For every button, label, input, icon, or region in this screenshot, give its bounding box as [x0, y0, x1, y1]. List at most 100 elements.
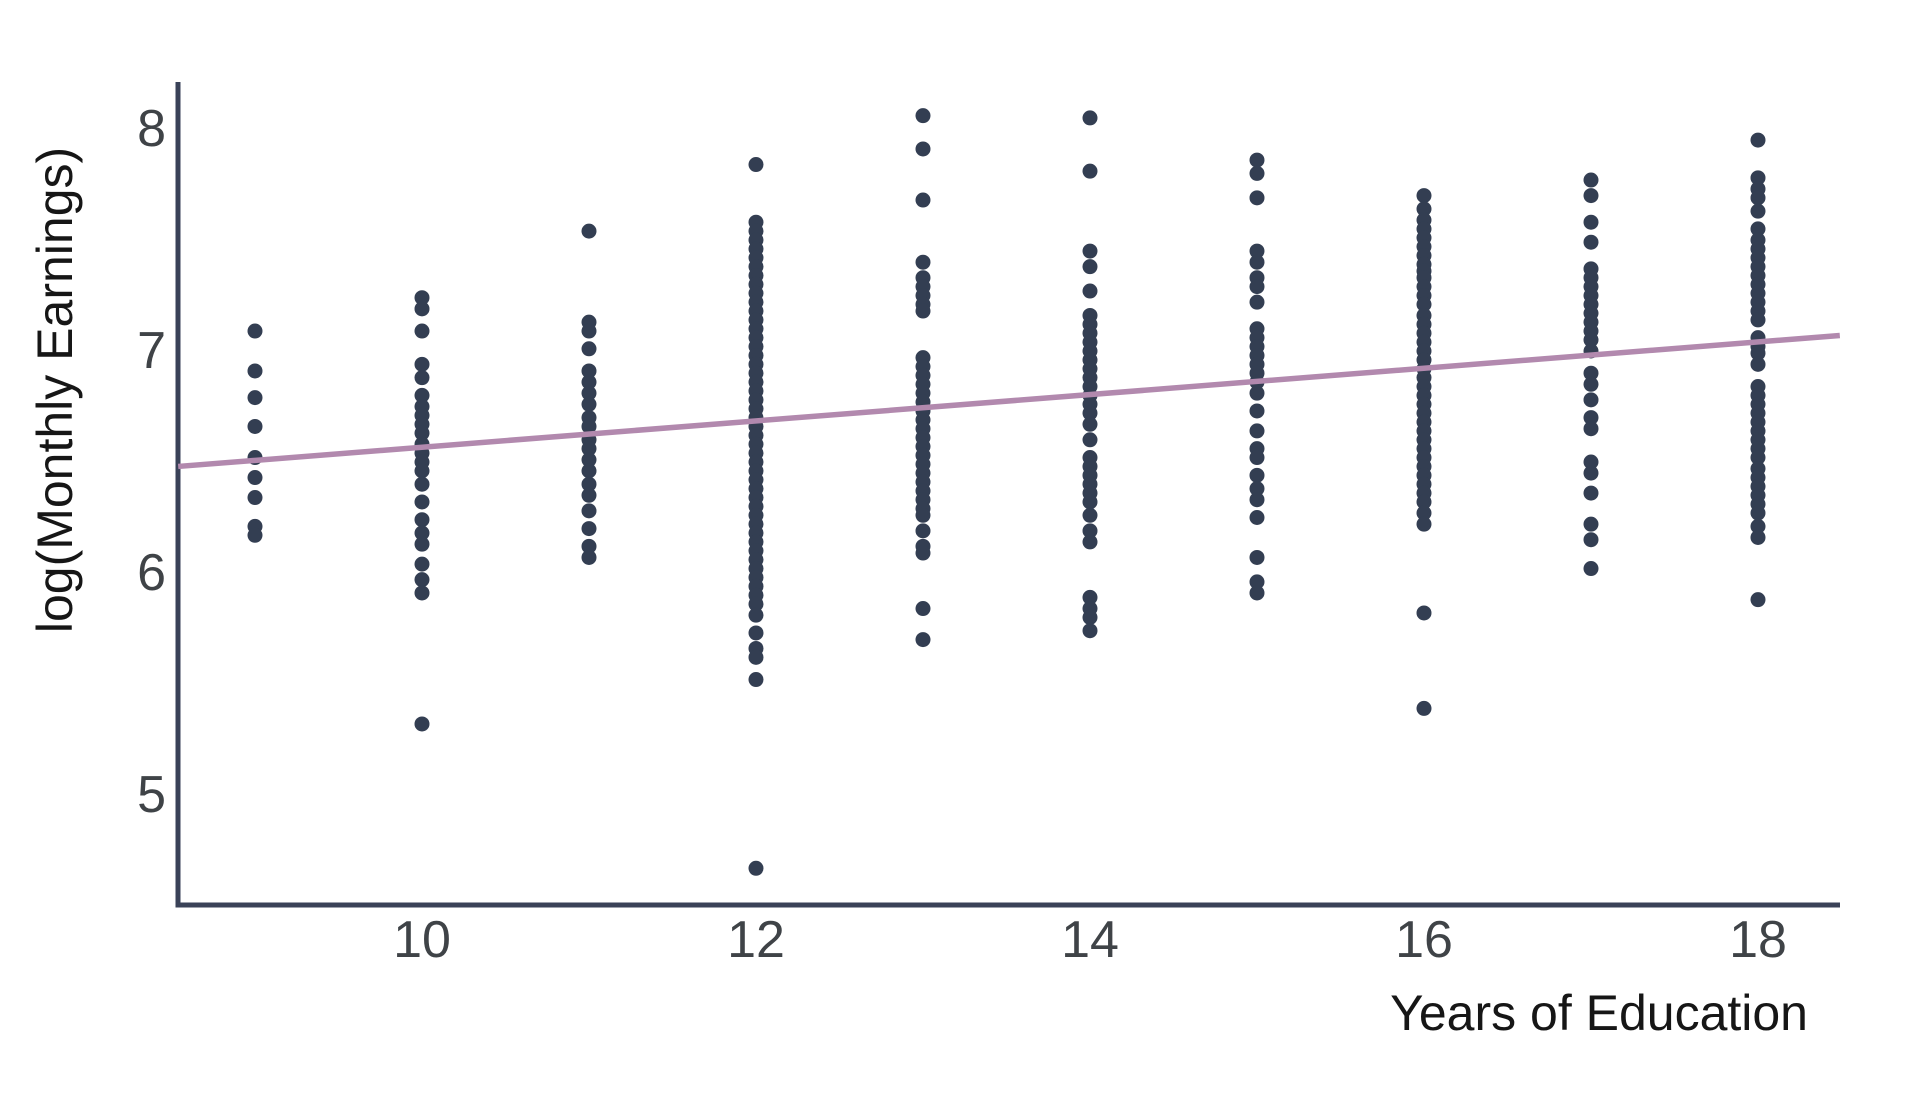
data-point: [1082, 283, 1098, 299]
data-point: [1416, 296, 1432, 312]
data-point: [414, 716, 430, 732]
data-point: [915, 254, 931, 270]
data-point: [748, 672, 764, 688]
data-point: [1416, 505, 1432, 521]
data-point: [1583, 465, 1599, 481]
y-tick-label-7: 7: [137, 322, 166, 380]
data-point: [414, 494, 430, 510]
data-point: [1750, 170, 1766, 186]
data-point: [915, 192, 931, 208]
data-point: [1082, 110, 1098, 126]
data-point: [247, 490, 263, 506]
regression-line: [177, 332, 1841, 470]
data-point: [414, 585, 430, 601]
data-point: [581, 463, 597, 479]
data-point: [247, 418, 263, 434]
data-point: [1583, 485, 1599, 501]
data-point: [414, 525, 430, 541]
y-axis-tick-labels: 5 6 7 8: [137, 100, 166, 824]
data-point: [1583, 172, 1599, 188]
data-point: [581, 476, 597, 492]
data-point: [748, 649, 764, 665]
data-point: [748, 625, 764, 641]
data-point: [1583, 421, 1599, 437]
data-point: [414, 323, 430, 339]
data-point: [1750, 505, 1766, 521]
data-point: [414, 387, 430, 403]
data-point: [581, 452, 597, 468]
data-point: [1249, 450, 1265, 466]
data-point: [247, 527, 263, 543]
data-point: [1082, 589, 1098, 605]
data-point: [1750, 518, 1766, 534]
y-tick-label-5: 5: [137, 766, 166, 824]
data-point: [581, 503, 597, 519]
data-point: [247, 470, 263, 486]
data-point: [581, 441, 597, 457]
data-point: [414, 290, 430, 306]
data-point: [581, 374, 597, 390]
data-point: [1249, 385, 1265, 401]
data-point: [581, 418, 597, 434]
data-point: [581, 549, 597, 565]
data-point: [915, 141, 931, 157]
data-point: [1750, 356, 1766, 372]
data-point: [1583, 410, 1599, 426]
data-point: [581, 341, 597, 357]
data-point: [1583, 365, 1599, 381]
data-point: [414, 572, 430, 588]
y-tick-label-6: 6: [137, 544, 166, 602]
data-point: [1750, 190, 1766, 206]
x-tick-label-12: 12: [727, 911, 785, 969]
data-point: [1082, 243, 1098, 259]
data-point: [414, 476, 430, 492]
data-point: [1082, 163, 1098, 179]
data-point: [1082, 609, 1098, 625]
data-point: [1249, 254, 1265, 270]
data-point: [1249, 574, 1265, 590]
data-point: [1583, 188, 1599, 204]
data-point: [1583, 214, 1599, 230]
data-point: [414, 301, 430, 317]
x-tick-label-16: 16: [1395, 911, 1453, 969]
data-point: [581, 396, 597, 412]
data-point: [1249, 492, 1265, 508]
data-point: [1750, 345, 1766, 361]
data-point: [1583, 332, 1599, 348]
data-point: [581, 223, 597, 239]
data-point: [1082, 507, 1098, 523]
data-point: [915, 303, 931, 319]
data-point: [1082, 405, 1098, 421]
data-point: [247, 323, 263, 339]
data-point: [748, 157, 764, 173]
data-point: [915, 601, 931, 617]
x-tick-label-18: 18: [1729, 911, 1787, 969]
data-point: [748, 607, 764, 623]
x-tick-label-14: 14: [1061, 911, 1119, 969]
data-point: [1416, 494, 1432, 510]
data-point: [1750, 450, 1766, 466]
data-point: [1249, 165, 1265, 181]
data-point: [1416, 516, 1432, 532]
data-point: [414, 356, 430, 372]
data-point: [1583, 561, 1599, 577]
data-point: [581, 323, 597, 339]
x-tick-label-10: 10: [393, 911, 451, 969]
data-point: [748, 860, 764, 876]
data-point: [1082, 259, 1098, 275]
data-point: [915, 523, 931, 539]
data-point: [1750, 221, 1766, 237]
data-point: [247, 390, 263, 406]
data-point: [1249, 481, 1265, 497]
data-point: [915, 632, 931, 648]
data-point: [1249, 294, 1265, 310]
data-point: [1583, 454, 1599, 470]
data-point: [581, 521, 597, 537]
data-point: [1249, 423, 1265, 439]
x-axis-title: Years of Education: [1390, 985, 1808, 1041]
data-point: [1082, 623, 1098, 639]
data-point: [1249, 585, 1265, 601]
data-point: [748, 596, 764, 612]
